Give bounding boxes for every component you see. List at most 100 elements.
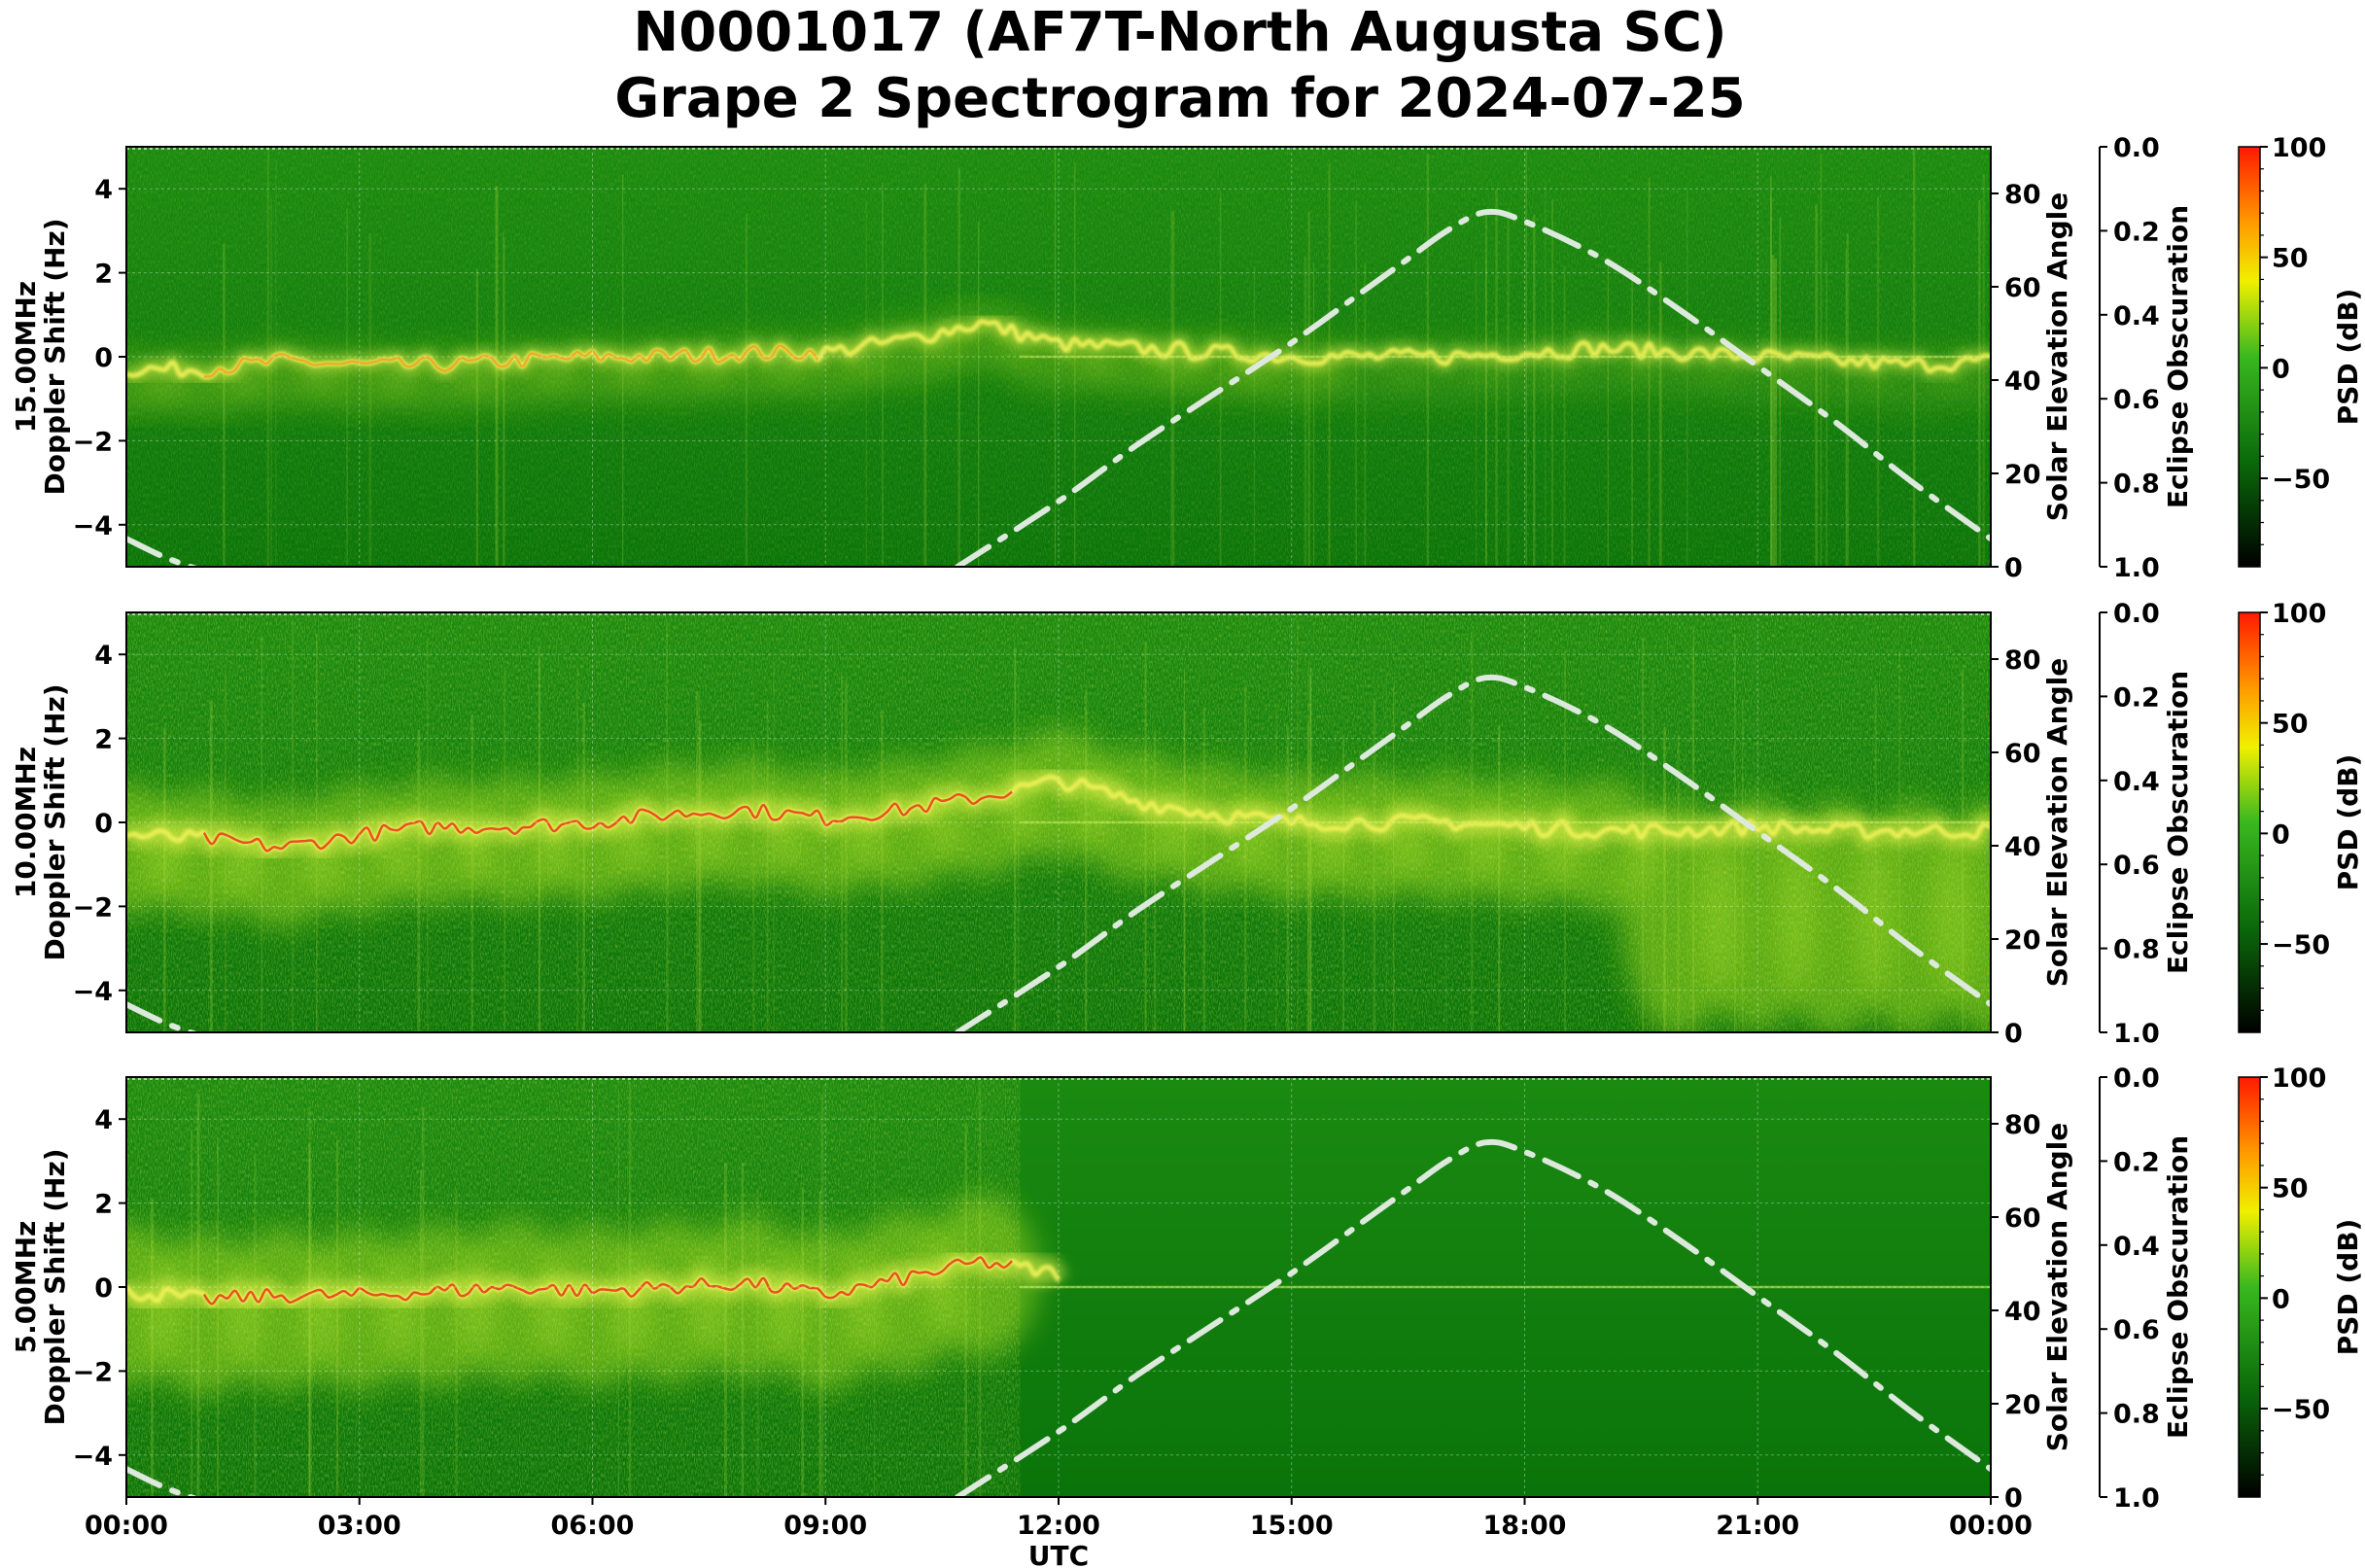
psd-tick-label: 0 (2272, 354, 2290, 384)
psd-colorbar (2238, 146, 2261, 568)
psd-tick-label: 100 (2272, 133, 2326, 163)
psd-tick-label: 50 (2272, 244, 2309, 274)
y-axis-label: Doppler Shift (Hz) (39, 683, 71, 960)
y-tick-label: −4 (73, 511, 113, 541)
x-tick-label: 00:00 (85, 1511, 168, 1541)
psd-tick-label: 50 (2272, 710, 2309, 740)
y-tick-label: 4 (94, 641, 113, 671)
elev-tick-label: 60 (2004, 739, 2041, 769)
elev-tick-label: 0 (2004, 1483, 2023, 1514)
eclipse-tick-label: 0.6 (2113, 1315, 2160, 1345)
solar-elevation-curve (955, 208, 1991, 567)
y-tick-label: 0 (94, 343, 113, 373)
spectrogram-area (126, 147, 1991, 567)
eclipse-tick-label: 0.6 (2113, 851, 2160, 881)
solar-elevation-curve (126, 1001, 200, 1032)
doppler-core (203, 344, 819, 378)
eclipse-axis-label: Eclipse Obscuration (2162, 1135, 2194, 1439)
y-tick-label: 0 (94, 809, 113, 839)
psd-colorbar (2238, 1076, 2261, 1498)
psd-tick-label: −50 (2272, 1395, 2330, 1425)
panel-frequency-label: 15.00MHz (10, 281, 42, 433)
elev-tick-label: 60 (2004, 273, 2041, 303)
elev-tick-label: 20 (2004, 1390, 2041, 1420)
elev-tick-label: 40 (2004, 366, 2041, 397)
elev-tick-label: 20 (2004, 925, 2041, 956)
y-tick-label: 0 (94, 1273, 113, 1304)
y-tick-label: −4 (73, 977, 113, 1007)
psd-colorbar (2238, 611, 2261, 1033)
eclipse-tick-label: 0.4 (2113, 301, 2160, 331)
elev-tick-label: 20 (2004, 460, 2041, 490)
elev-tick-label: 80 (2004, 1110, 2041, 1140)
figure-title-line-1: N0001017 (AF7T-North Augusta SC) (633, 1, 1726, 64)
eclipse-tick-label: 0.0 (2113, 1063, 2160, 1094)
elevation-axis-label: Solar Elevation Angle (2041, 192, 2073, 521)
elev-tick-label: 40 (2004, 1297, 2041, 1327)
x-tick-label: 09:00 (783, 1511, 867, 1541)
psd-tick-label: −50 (2272, 465, 2330, 495)
eclipse-tick-label: 1.0 (2113, 1019, 2160, 1049)
psd-tick-label: 100 (2272, 1063, 2326, 1094)
solar-elevation-curve (955, 1138, 1991, 1497)
y-tick-label: 2 (94, 260, 113, 290)
elevation-axis-label: Solar Elevation Angle (2041, 658, 2073, 987)
y-tick-label: −2 (73, 892, 113, 923)
eclipse-tick-label: 0.4 (2113, 767, 2160, 797)
psd-tick-label: 0 (2272, 1284, 2290, 1314)
spectrogram-area (126, 612, 1991, 1032)
eclipse-tick-label: 0.0 (2113, 133, 2160, 163)
x-tick-label: 03:00 (318, 1511, 401, 1541)
solar-elevation-curve (126, 536, 200, 567)
y-tick-label: −2 (73, 1357, 113, 1387)
elev-tick-label: 60 (2004, 1203, 2041, 1234)
elev-tick-label: 80 (2004, 180, 2041, 210)
figure-title-line-2: Grape 2 Spectrogram for 2024-07-25 (614, 67, 1745, 130)
x-tick-label: 06:00 (551, 1511, 635, 1541)
colorbar-label: PSD (dB) (2332, 1219, 2364, 1356)
y-tick-label: 4 (94, 175, 113, 205)
eclipse-tick-label: 1.0 (2113, 553, 2160, 583)
eclipse-tick-label: 0.8 (2113, 1400, 2160, 1430)
y-axis-label: Doppler Shift (Hz) (39, 1148, 71, 1425)
psd-tick-label: −50 (2272, 930, 2330, 960)
solar-elevation-curve (955, 674, 1991, 1032)
y-tick-label: 2 (94, 1190, 113, 1220)
doppler-core (202, 1256, 1013, 1306)
elev-tick-label: 0 (2004, 553, 2023, 583)
panel-frequency-label: 10.00MHz (10, 747, 42, 898)
psd-tick-label: 0 (2272, 819, 2290, 850)
y-tick-label: 2 (94, 725, 113, 755)
eclipse-tick-label: 0.0 (2113, 599, 2160, 629)
eclipse-axis-label: Eclipse Obscuration (2162, 671, 2194, 974)
colorbar-label: PSD (dB) (2332, 754, 2364, 891)
y-tick-label: −4 (73, 1442, 113, 1472)
psd-tick-label: 50 (2272, 1174, 2309, 1204)
y-tick-label: −2 (73, 427, 113, 457)
x-tick-label: 21:00 (1716, 1511, 1799, 1541)
colorbar-label: PSD (dB) (2332, 289, 2364, 426)
eclipse-tick-label: 0.2 (2113, 682, 2160, 713)
elev-tick-label: 40 (2004, 832, 2041, 862)
eclipse-tick-label: 0.4 (2113, 1232, 2160, 1262)
x-tick-label: 18:00 (1483, 1511, 1567, 1541)
eclipse-tick-label: 1.0 (2113, 1483, 2160, 1514)
eclipse-tick-label: 0.2 (2113, 217, 2160, 247)
solar-elevation-curve (126, 1466, 200, 1497)
doppler-core (202, 790, 1013, 853)
x-tick-label: 15:00 (1250, 1511, 1334, 1541)
panel-frequency-label: 5.00MHz (10, 1221, 42, 1354)
spectrogram-area (126, 1077, 1991, 1497)
y-axis-label: Doppler Shift (Hz) (39, 218, 71, 495)
x-axis-label: UTC (1028, 1540, 1089, 1568)
psd-tick-label: 100 (2272, 599, 2326, 629)
x-tick-label: 12:00 (1017, 1511, 1100, 1541)
eclipse-tick-label: 0.8 (2113, 470, 2160, 500)
y-tick-label: 4 (94, 1105, 113, 1135)
eclipse-tick-label: 0.6 (2113, 385, 2160, 415)
eclipse-tick-label: 0.2 (2113, 1147, 2160, 1177)
eclipse-tick-label: 0.8 (2113, 935, 2160, 965)
